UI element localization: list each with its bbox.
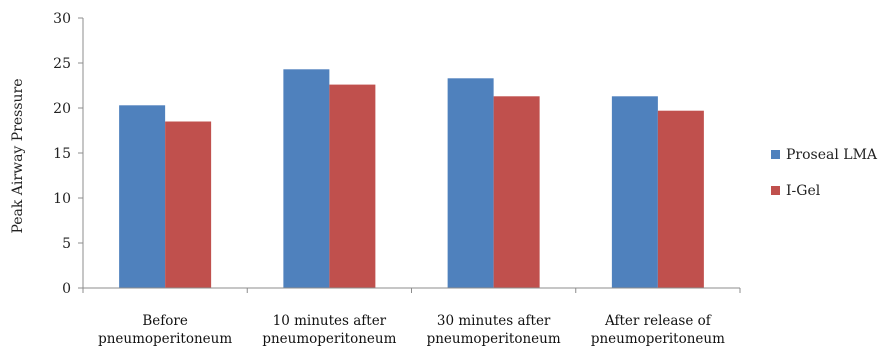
bar-i-gel-1 [329, 84, 376, 288]
y-tick-label: 20 [53, 101, 71, 117]
bar-proseal-lma-3 [611, 96, 658, 288]
y-tick-label: 10 [53, 191, 71, 207]
legend-swatch [771, 186, 780, 195]
legend-label: I-Gel [786, 183, 821, 199]
y-tick-label: 30 [53, 11, 71, 27]
bars [119, 69, 704, 288]
y-axis-label: Peak Airway Pressure [10, 78, 26, 233]
y-tick-label: 5 [62, 236, 71, 252]
y-axis: 0 5 10 15 20 25 30 [53, 11, 84, 297]
bar-i-gel-0 [165, 121, 212, 288]
bar-proseal-lma-2 [447, 78, 494, 288]
x-tick-label: 30 minutes after pneumoperitoneum [427, 313, 561, 347]
legend: Proseal LMA I-Gel [771, 147, 878, 199]
y-tick-label: 0 [62, 281, 71, 297]
bar-proseal-lma-0 [119, 105, 166, 288]
y-tick-label: 25 [53, 56, 71, 72]
legend-swatch [771, 150, 780, 159]
x-axis: Before pneumoperitoneum 10 minutes after pn… [82, 287, 741, 347]
x-tick-label: Before pneumoperitoneum [98, 313, 232, 347]
bar-i-gel-2 [493, 96, 540, 288]
legend-label: Proseal LMA [786, 147, 878, 163]
y-tick-label: 15 [53, 146, 71, 162]
x-tick-label: After release of pneumoperitoneum [591, 313, 725, 347]
bar-i-gel-3 [657, 110, 704, 288]
bar-proseal-lma-1 [283, 69, 330, 288]
x-tick-label: 10 minutes after pneumoperitoneum [262, 313, 396, 347]
